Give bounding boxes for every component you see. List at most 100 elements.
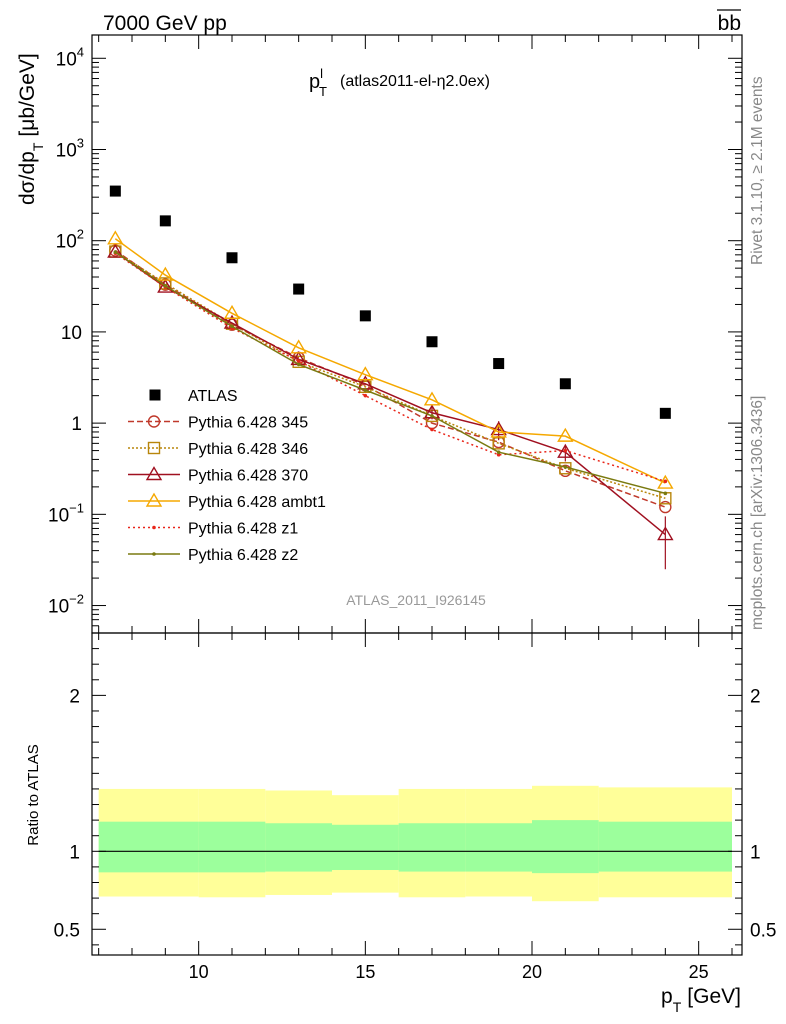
legend-label: Pythia 6.428 370 [188, 468, 308, 485]
ratio-band-inner [465, 823, 532, 872]
series-point [363, 388, 368, 392]
ratio-y-tick-label: 2 [750, 686, 761, 707]
data-point [293, 283, 305, 295]
x-axis-label-unit: [GeV] [687, 985, 741, 1008]
legend: ATLAS Pythia 6.428 345 Pythia 6.428 346 Pyt… [128, 388, 326, 564]
series-point [563, 448, 568, 453]
ratio-band-inner [198, 821, 266, 873]
plot-title-main: p [309, 71, 320, 93]
series-point [663, 479, 668, 484]
series-point [557, 443, 574, 458]
data-point [559, 378, 571, 390]
main-tick-labels: 10−2 10−1 1 10 102 103 104 [48, 44, 84, 617]
ratio-band-inner [532, 820, 599, 874]
y-axis-label: dσ/dpT [μb/GeV] [16, 53, 46, 205]
series-point [657, 526, 674, 541]
series-point [490, 421, 507, 436]
ratio-marks [98, 785, 732, 902]
series-point [296, 359, 301, 363]
legend-label: Pythia 6.428 ambt1 [188, 494, 326, 511]
y-tick-label: 10−1 [48, 500, 84, 526]
series-point [157, 266, 174, 281]
ratio-band-inner [265, 823, 332, 872]
x-axis-label-main: p [661, 985, 673, 1008]
series-point [113, 250, 118, 254]
series-point [430, 427, 434, 432]
legend-marker [152, 552, 156, 556]
series-point [563, 465, 568, 469]
mcplots-reference-label: mcplots.cern.ch [arXiv:1306.3436] [749, 396, 766, 630]
legend-marker [147, 415, 161, 428]
ratio-panel: 10 15 20 25 0.5 0.5 1 1 2 2 [54, 632, 777, 982]
legend-marker-atlas [149, 389, 161, 401]
legend-label: Pythia 6.428 346 [188, 441, 308, 458]
series-point [296, 362, 301, 367]
series-line [114, 249, 666, 508]
series-point [490, 423, 507, 438]
series-point [357, 366, 374, 381]
legend-marker [145, 466, 163, 481]
main-marks [107, 185, 674, 570]
series-line [114, 238, 666, 484]
legend-label: Pythia 6.428 z2 [188, 547, 298, 564]
x-tick-label: 15 [355, 962, 375, 982]
main-frame [91, 34, 743, 634]
rivet-version-label: Rivet 3.1.10, ≥ 2.1M events [749, 76, 766, 265]
series-point [223, 304, 241, 319]
y-tick-label: 102 [56, 227, 84, 253]
ratio-y-tick-label: 1 [69, 842, 80, 863]
ratio-band-inner [398, 823, 466, 872]
ratio-band-inner [332, 824, 399, 871]
legend-label: Pythia 6.428 345 [188, 415, 308, 432]
data-point [659, 407, 671, 419]
series-point [657, 474, 674, 489]
ratio-frame [91, 632, 743, 956]
y-tick-label: 103 [56, 135, 84, 161]
series-line [114, 252, 666, 483]
legend-label: ATLAS [188, 388, 238, 405]
series-point [557, 427, 574, 442]
series-point [290, 339, 307, 354]
collision-label: 7000 GeV pp [103, 12, 227, 35]
y-tick-label: 10−2 [48, 592, 84, 618]
series-point [423, 404, 441, 419]
series-point [363, 393, 368, 398]
series-point [496, 452, 501, 457]
series-point [496, 450, 501, 454]
y-axis-label-main: dσ/dp [16, 151, 39, 205]
plot-title-sub: T [319, 84, 327, 99]
series-point [430, 414, 434, 418]
ratio-band-inner [598, 821, 732, 872]
plot-title-detail: (atlas2011-el-η2.0ex) [340, 73, 490, 90]
ratio-y-tick-label: 0.5 [54, 920, 80, 941]
data-point [226, 252, 238, 264]
ratio-y-tick-label: 2 [69, 686, 80, 707]
ratio-ticks [92, 633, 742, 955]
series-point [659, 500, 672, 514]
data-point [109, 185, 121, 197]
x-axis-label: pT [GeV] [661, 985, 741, 1015]
plot-title: pl T [309, 66, 327, 99]
series-point [107, 230, 124, 245]
legend-label: Pythia 6.428 z1 [188, 521, 298, 538]
x-axis-label-sub: T [673, 999, 682, 1015]
series-point [157, 278, 174, 293]
legend-marker [147, 441, 161, 455]
ratio-y-axis-label: Ratio to ATLAS [25, 744, 42, 845]
data-point [426, 336, 438, 348]
y-tick-label: 104 [56, 44, 84, 70]
series-point [107, 243, 124, 258]
main-ticks [92, 35, 742, 634]
ratio-tick-labels: 10 15 20 25 0.5 0.5 1 1 2 2 [54, 686, 777, 982]
y-axis-label-sub: T [30, 142, 46, 151]
ratio-y-tick-label: 1 [750, 842, 761, 863]
process-label: bb [718, 12, 741, 35]
x-tick-label: 25 [689, 962, 709, 982]
main-panel: 10−2 10−1 1 10 102 103 104 [48, 34, 743, 634]
analysis-id-label: ATLAS_2011_I926145 [346, 592, 486, 608]
series-point [163, 284, 168, 288]
ratio-band-inner [98, 821, 132, 873]
y-axis-label-unit: [μb/GeV] [16, 53, 39, 136]
y-tick-label: 1 [71, 414, 82, 435]
